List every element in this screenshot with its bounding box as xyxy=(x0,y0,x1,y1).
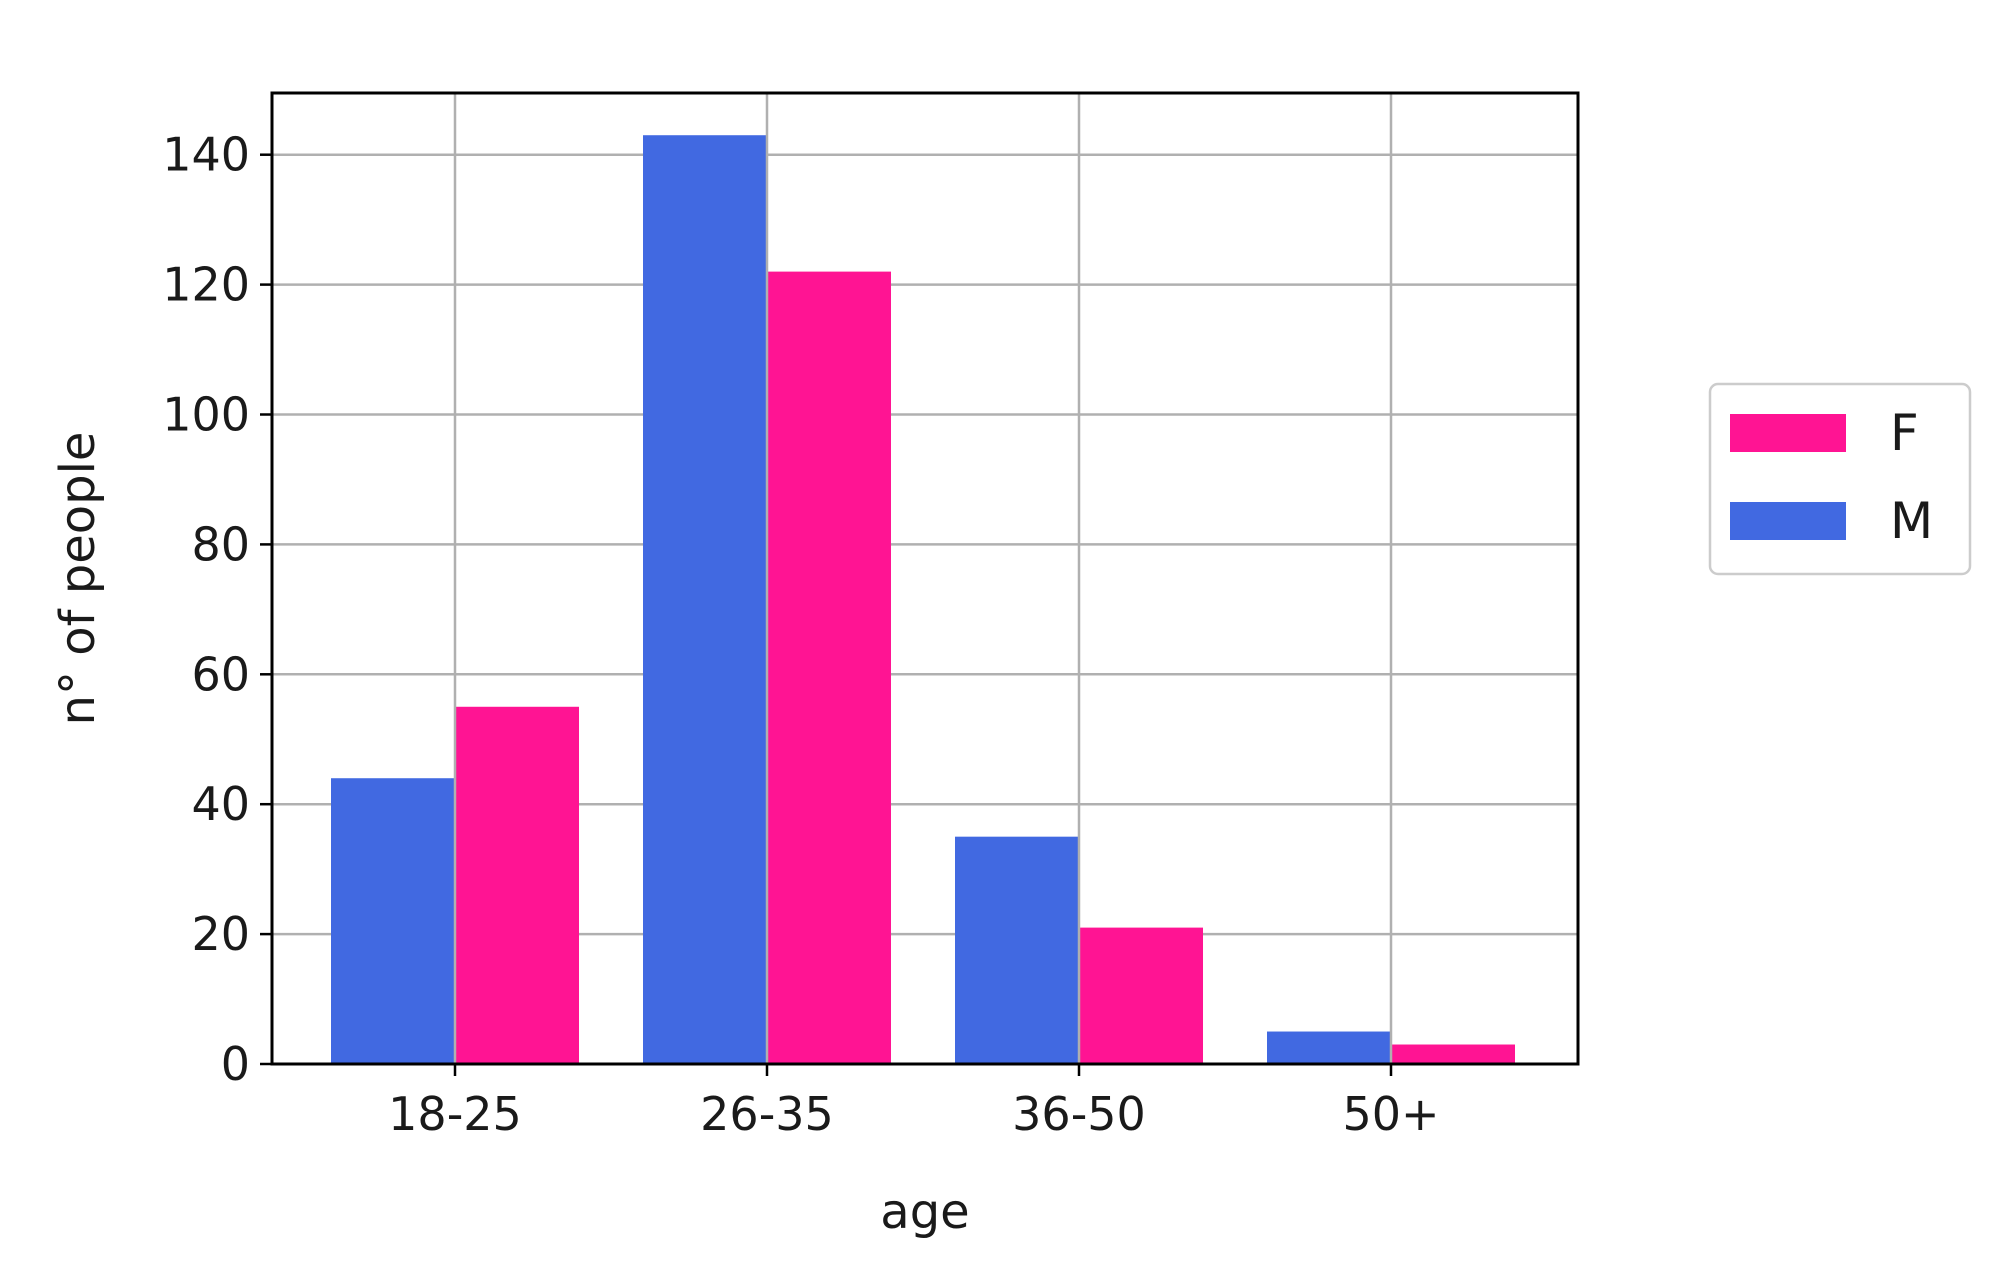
y-tick-label: 20 xyxy=(191,907,250,961)
legend-label-m: M xyxy=(1890,492,1933,550)
legend-swatch-f xyxy=(1730,414,1846,452)
bar-f-50+ xyxy=(1391,1044,1515,1064)
x-tick-label: 18-25 xyxy=(388,1087,522,1141)
legend-label-f: F xyxy=(1890,404,1919,462)
x-tick-label: 26-35 xyxy=(700,1087,834,1141)
plot-frame xyxy=(270,91,1580,1066)
y-tick-label: 40 xyxy=(191,777,250,831)
bar-f-36-50 xyxy=(1079,927,1203,1064)
legend-swatch-m xyxy=(1730,502,1846,540)
y-tick-label: 60 xyxy=(191,647,250,701)
bars xyxy=(331,93,1515,1064)
y-tick-label: 0 xyxy=(221,1037,250,1091)
bar-m-50+ xyxy=(1267,1031,1391,1064)
y-tick-label: 80 xyxy=(191,517,250,571)
bar-m-36-50 xyxy=(955,836,1079,1064)
bar-m-26-35 xyxy=(643,135,767,1064)
x-tick-label: 50+ xyxy=(1342,1087,1439,1141)
y-tick-label: 140 xyxy=(162,128,250,182)
legend: FM xyxy=(1708,382,1972,576)
y-axis-title: n° of people xyxy=(50,432,106,726)
x-axis-title: age xyxy=(880,1184,969,1240)
bar-m-18-25 xyxy=(331,778,455,1064)
bar-f-26-35 xyxy=(767,271,891,1064)
bar-f-18-25 xyxy=(455,706,579,1064)
x-tick-label: 36-50 xyxy=(1012,1087,1146,1141)
y-tick-label: 120 xyxy=(162,258,250,312)
y-tick-label: 100 xyxy=(162,388,250,442)
axis-ticks: 0 20 40 60 80 100 120 140 18-25 26-35 36-50 50+ xyxy=(162,128,1439,1141)
